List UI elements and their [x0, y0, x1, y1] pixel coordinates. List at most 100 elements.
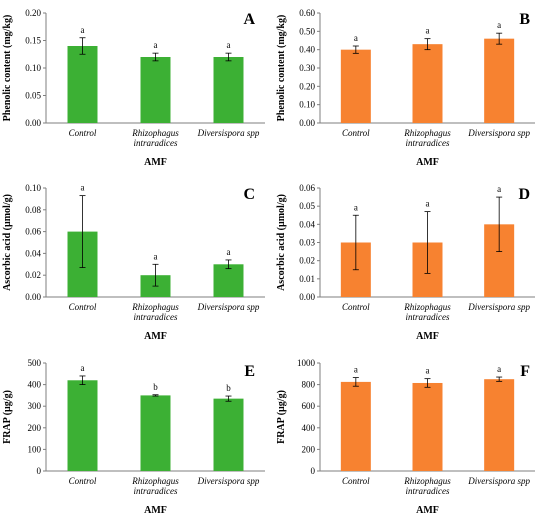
panel-letter: B: [519, 11, 530, 28]
bar: [484, 379, 515, 471]
category-label: Rhizophagus: [131, 128, 179, 138]
y-tick-label: 0.10: [25, 63, 41, 73]
y-tick-label: 600: [302, 401, 316, 411]
y-axis-title: Ascorbic acid (µmol/g): [276, 194, 287, 291]
significance-letter: a: [426, 366, 430, 376]
y-tick-label: 0.30: [299, 63, 315, 73]
category-label: intraradices: [134, 138, 178, 148]
category-label: Control: [69, 302, 97, 312]
bar: [213, 264, 244, 297]
bar: [484, 38, 515, 123]
y-tick-label: 0.10: [299, 100, 315, 110]
y-tick-label: 0.05: [299, 201, 315, 211]
category-label: Rhizophagus: [131, 476, 179, 486]
panel-letter: C: [243, 186, 255, 203]
y-axis-title: Ascorbic acid (µmol/g): [2, 194, 13, 291]
x-axis-title: AMF: [416, 505, 439, 516]
chart-panel-d: 0.00 0.01 0.02 0.03 0.04 0.05 0.06 a Control a Rhi…: [276, 183, 535, 342]
significance-letter: b: [226, 383, 231, 393]
y-tick-label: 0.01: [299, 274, 315, 284]
category-label: Diversispora spp: [197, 476, 260, 486]
panel-letter: D: [518, 186, 530, 203]
y-tick-label: 0.06: [299, 183, 315, 193]
category-label: Rhizophagus: [403, 128, 451, 138]
y-tick-label: 400: [28, 380, 42, 390]
x-axis-title: AMF: [144, 505, 167, 516]
category-label: Control: [342, 128, 370, 138]
y-tick-label: 0.40: [299, 45, 315, 55]
y-tick-label: 200: [302, 444, 316, 454]
y-tick-label: 0.50: [299, 26, 315, 36]
y-tick-label: 300: [28, 401, 42, 411]
significance-letter: b: [153, 382, 158, 392]
category-label: Control: [342, 476, 370, 486]
y-tick-label: 0.00: [299, 118, 315, 128]
chart-panel-a: 0.00 0.05 0.10 0.15 0.20 a Control a Rhizophagus…: [2, 8, 265, 168]
significance-letter: a: [497, 20, 501, 30]
category-label: intraradices: [406, 486, 450, 496]
significance-letter: a: [426, 26, 430, 36]
x-axis-title: AMF: [144, 331, 167, 342]
chart-panel-f: 0 200 400 600 800 1000 a Control a Rhizophagusint…: [276, 358, 535, 516]
category-label: Control: [342, 302, 370, 312]
category-label: Diversispora spp: [467, 128, 530, 138]
category-label: intraradices: [134, 486, 178, 496]
bar: [213, 57, 244, 123]
y-axis-title: FRAP (µg/g): [2, 390, 13, 444]
significance-letter: a: [426, 199, 430, 209]
y-tick-label: 0.06: [25, 227, 41, 237]
panel-letter: F: [520, 363, 530, 380]
y-tick-label: 0.00: [25, 118, 41, 128]
category-label: Control: [69, 128, 97, 138]
significance-letter: a: [81, 25, 85, 35]
chart-panel-b: 0.00 0.10 0.20 0.30 0.40 0.50 0.60 a Control a Rhi…: [276, 8, 535, 168]
y-axis-title: Phenolic content (mg/kg): [276, 15, 287, 122]
bar: [213, 398, 244, 471]
category-label: Diversispora spp: [467, 476, 530, 486]
y-tick-label: 400: [302, 423, 316, 433]
chart-panel-c: 0.00 0.02 0.04 0.06 0.08 0.10 a Control a Rhizoph…: [2, 183, 265, 342]
y-tick-label: 0.00: [25, 292, 41, 302]
category-label: Control: [69, 476, 97, 486]
y-tick-label: 0: [311, 466, 316, 476]
significance-letter: a: [81, 183, 85, 193]
significance-letter: a: [354, 202, 358, 212]
y-tick-label: 0.04: [25, 248, 41, 258]
bar: [67, 380, 98, 471]
significance-letter: a: [354, 365, 358, 375]
significance-letter: a: [227, 247, 231, 257]
panel-letter: A: [243, 11, 255, 28]
x-axis-title: AMF: [416, 331, 439, 342]
y-tick-label: 0.02: [299, 256, 315, 266]
y-tick-label: 0.08: [25, 205, 41, 215]
y-tick-label: 0.20: [25, 8, 41, 18]
category-label: Rhizophagus: [403, 302, 451, 312]
y-tick-label: 0.05: [25, 91, 41, 101]
significance-letter: a: [154, 40, 158, 50]
y-tick-label: 0.03: [299, 238, 315, 248]
category-label: Diversispora spp: [467, 302, 530, 312]
y-tick-label: 200: [28, 423, 42, 433]
chart-panel-e: 0 100 200 300 400 500 a Control b Rhizophagusintr…: [2, 358, 265, 516]
significance-letter: a: [497, 184, 501, 194]
y-tick-label: 0.04: [299, 219, 315, 229]
y-tick-label: 500: [28, 358, 42, 368]
y-tick-label: 0.15: [25, 36, 41, 46]
y-axis-title: FRAP (µg/g): [276, 390, 287, 444]
category-label: Rhizophagus: [131, 302, 179, 312]
panel-letter: E: [244, 363, 255, 380]
significance-letter: a: [81, 363, 85, 373]
y-tick-label: 0.60: [299, 8, 315, 18]
y-tick-label: 100: [28, 444, 42, 454]
category-label: Diversispora spp: [197, 302, 260, 312]
y-tick-label: 0.10: [25, 183, 41, 193]
bar: [340, 49, 371, 123]
bar: [67, 46, 98, 123]
significance-letter: a: [497, 364, 501, 374]
significance-letter: a: [227, 40, 231, 50]
significance-letter: a: [154, 251, 158, 261]
category-label: intraradices: [134, 312, 178, 322]
category-label: Rhizophagus: [403, 476, 451, 486]
y-tick-label: 0.00: [299, 292, 315, 302]
